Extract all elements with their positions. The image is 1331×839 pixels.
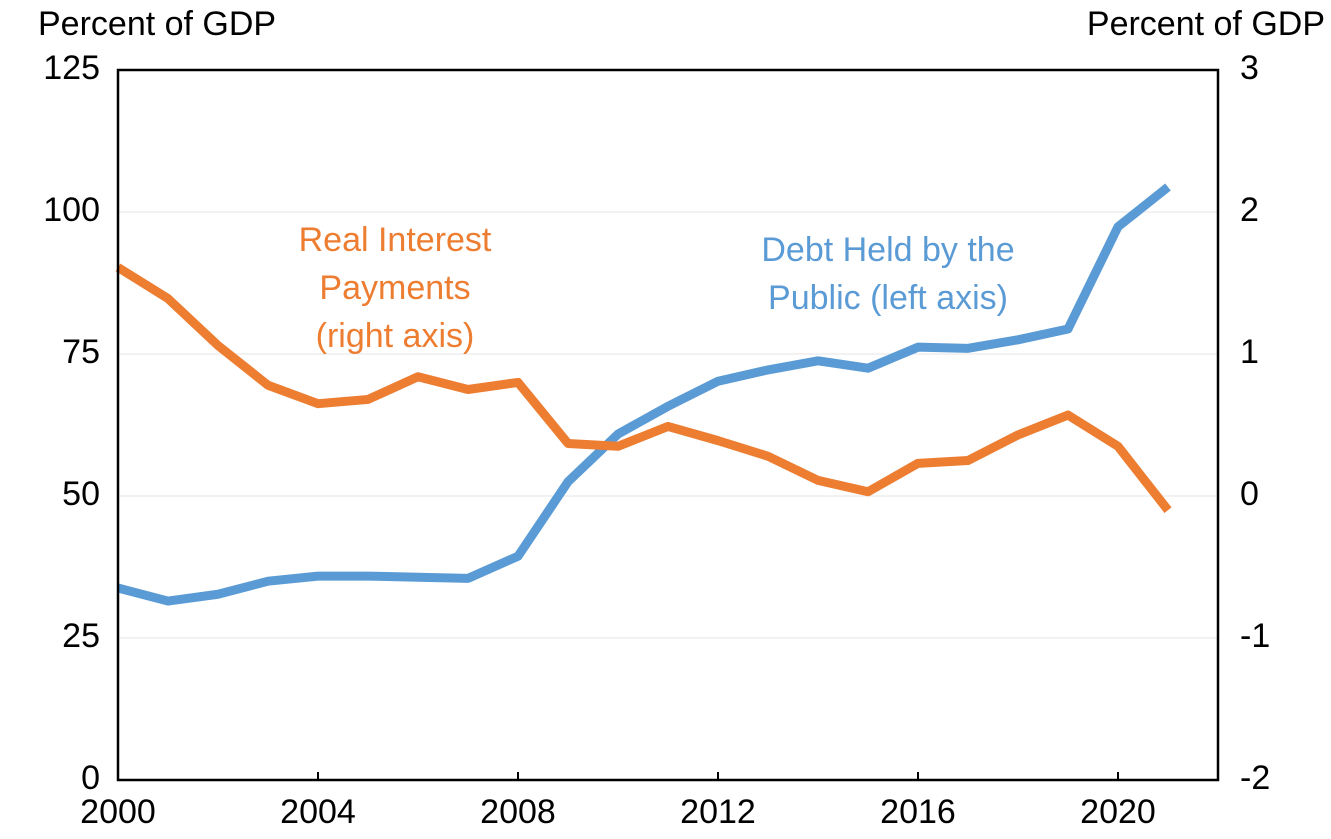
y-tick-label: 25: [62, 617, 100, 655]
y-tick-label: 125: [43, 49, 100, 87]
x-tick-label: 2000: [80, 793, 156, 831]
x-tick-label: 2020: [1080, 793, 1156, 831]
y-tick-label: 50: [62, 475, 100, 513]
x-tick-label: 2016: [880, 793, 956, 831]
y-tick-label: 75: [62, 333, 100, 371]
series-annotation: Real Interest: [299, 221, 492, 259]
y-tick-label: 0: [81, 759, 100, 797]
y2-axis-label: Percent of GDP: [1087, 5, 1325, 43]
y2-tick-label: -2: [1240, 759, 1270, 797]
x-tick-label: 2012: [680, 793, 756, 831]
series-annotation: (right axis): [316, 317, 475, 355]
x-tick-label: 2004: [280, 793, 356, 831]
y2-tick-label: 1: [1240, 333, 1259, 371]
x-tick-label: 2008: [480, 793, 556, 831]
series-annotation: Debt Held by the: [761, 231, 1014, 269]
series-annotation: Public (left axis): [768, 279, 1008, 317]
y2-tick-label: 2: [1240, 191, 1259, 229]
series-line: [116, 183, 1171, 606]
y2-tick-label: -1: [1240, 617, 1270, 655]
y2-tick-label: 3: [1240, 49, 1259, 87]
series-annotation: Payments: [319, 269, 470, 307]
series-line: [115, 263, 1172, 513]
y2-tick-label: 0: [1240, 475, 1259, 513]
plot-frame: [116, 68, 1220, 782]
y-axis-label: Percent of GDP: [38, 5, 276, 43]
y-tick-label: 100: [43, 191, 100, 229]
